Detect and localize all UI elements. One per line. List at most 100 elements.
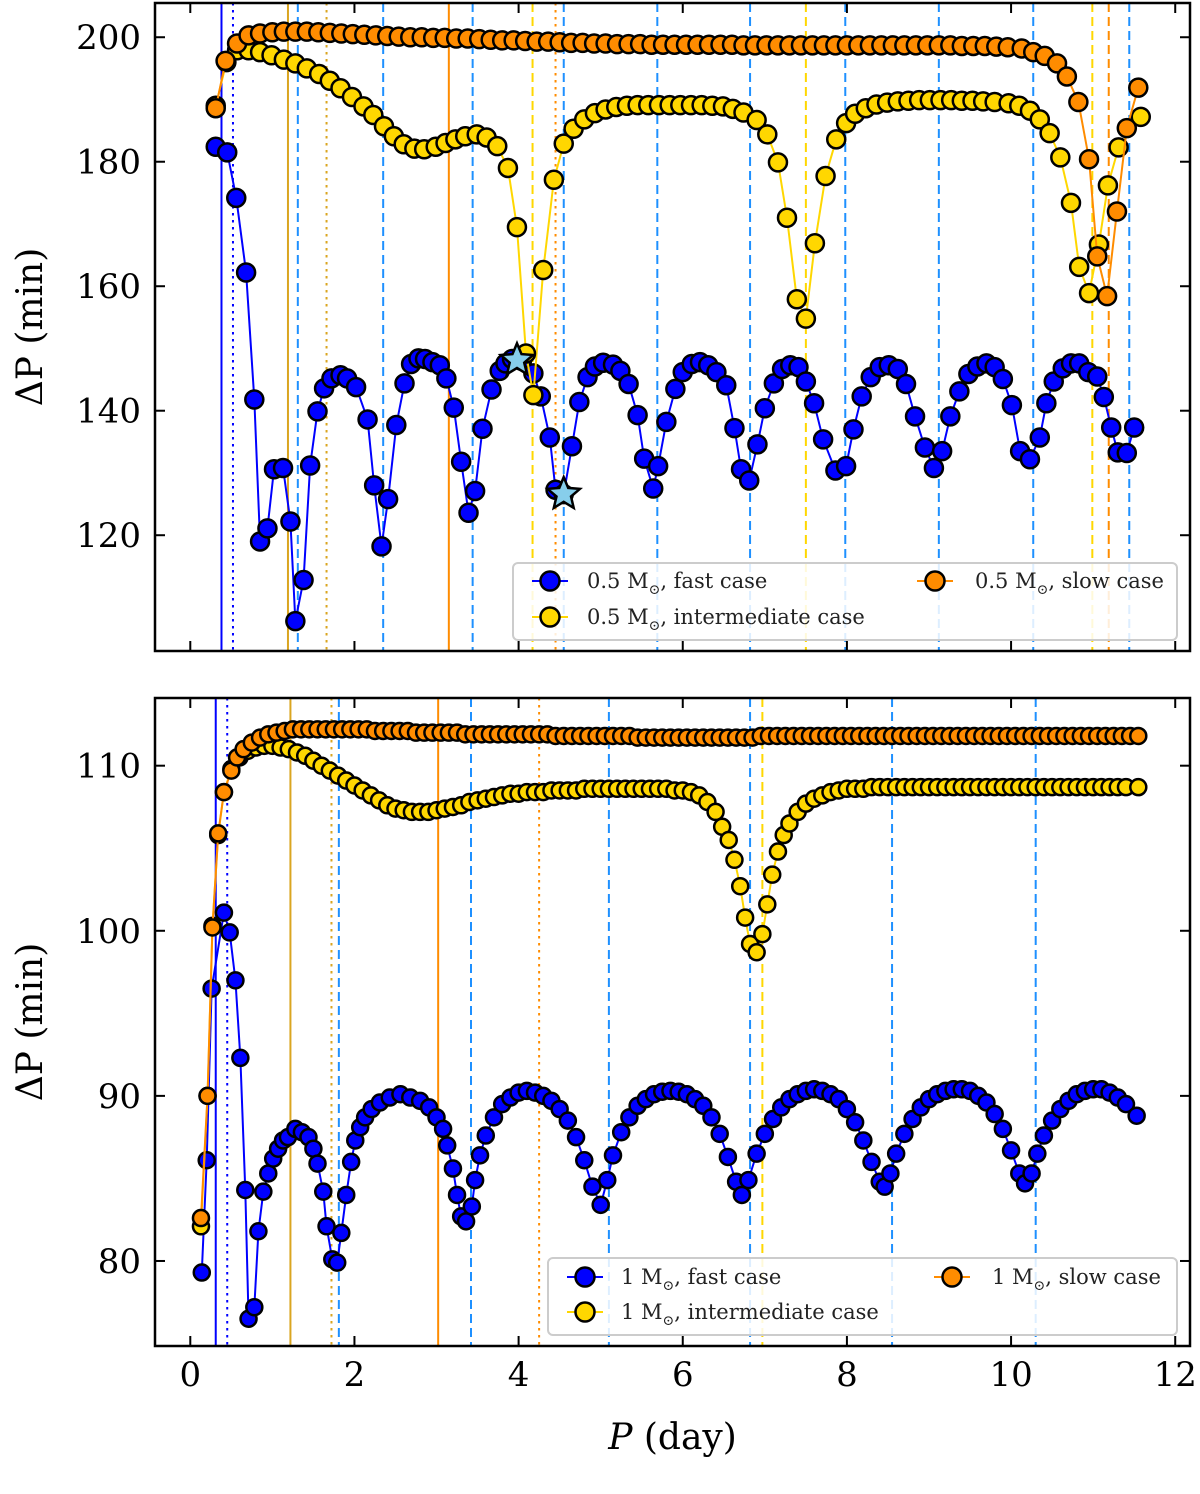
- legend-box: [512, 562, 1178, 641]
- data-point-0-6: [257, 518, 278, 539]
- legend-marker-2: [941, 1266, 963, 1288]
- y-tick-label-2: 160: [76, 267, 141, 307]
- data-point-2-80: [1116, 117, 1138, 139]
- data-point-1-58: [815, 165, 836, 187]
- x-tick-label-2: 4: [508, 1355, 530, 1395]
- data-point-0-109: [1093, 386, 1115, 408]
- legend-marker-0: [539, 570, 561, 592]
- data-point-0-110: [1100, 417, 1122, 438]
- data-point-2-2: [203, 918, 222, 937]
- y-tick-label-1: 140: [76, 392, 141, 432]
- data-point-0-3: [214, 903, 234, 922]
- data-point-2-81: [1128, 77, 1149, 98]
- data-point-1-28: [506, 216, 528, 238]
- data-point-0-8: [272, 457, 294, 479]
- data-point-0-84: [755, 1124, 775, 1144]
- data-point-0-27: [336, 1185, 356, 1205]
- data-point-0-20: [304, 1139, 323, 1158]
- x-tick-label-3: 6: [672, 1355, 694, 1395]
- data-point-1-78: [1029, 109, 1051, 130]
- data-point-0-114: [993, 1119, 1013, 1139]
- data-point-0-2: [226, 187, 247, 209]
- x-tick-label-1: 2: [344, 1355, 366, 1395]
- data-point-0-100: [881, 1164, 900, 1183]
- data-point-1-57: [804, 233, 826, 254]
- data-point-0-1: [197, 1151, 216, 1170]
- series-line-2: [199, 728, 1139, 1219]
- bottom-panel-mass-1: 0 2 4 6 8 10 12 80 90 100 110 P (day) 1 M⊙, fast cas…: [76, 696, 1197, 1458]
- data-point-0-13: [307, 401, 328, 422]
- data-point-0-26: [332, 1223, 351, 1243]
- series-1: [205, 40, 1152, 406]
- data-point-0-30: [436, 368, 457, 389]
- data-point-0-46: [462, 1197, 482, 1216]
- data-point-1-79: [1039, 122, 1060, 144]
- data-point-0-98: [1001, 394, 1023, 416]
- axes-frame: [153, 696, 1192, 1348]
- data-point-0-49: [476, 1126, 496, 1145]
- data-point-0-33: [458, 502, 479, 524]
- data-point-0-100: [1019, 449, 1041, 470]
- data-point-0-4: [220, 923, 239, 942]
- series-0: [192, 903, 1146, 1329]
- data-point-2-77: [1087, 246, 1108, 267]
- data-point-0-22: [314, 1182, 333, 1201]
- data-point-0-4: [244, 389, 265, 410]
- data-point-0-65: [716, 374, 737, 396]
- data-point-0-32: [450, 451, 472, 473]
- data-point-2-76: [1078, 148, 1100, 170]
- data-point-0-9: [245, 1297, 264, 1317]
- x-tick-label-5: 10: [989, 1355, 1032, 1395]
- series-line-2: [214, 30, 1140, 297]
- data-point-2-116: [1129, 726, 1148, 746]
- plot-area: [205, 3, 1152, 651]
- data-point-0-58: [656, 411, 677, 433]
- data-point-0-25: [327, 1253, 347, 1272]
- y-axis-label-bottom: ΔP (min): [10, 943, 51, 1102]
- data-point-0-131: [1127, 1106, 1146, 1125]
- data-point-0-120: [1034, 1126, 1054, 1145]
- data-point-0-101: [1029, 427, 1051, 448]
- data-point-0-0: [192, 1263, 212, 1282]
- data-point-0-12: [259, 1164, 278, 1183]
- y-tick-label-2: 100: [76, 912, 141, 952]
- data-point-0-70: [754, 397, 776, 419]
- series-0: [205, 136, 1145, 632]
- data-point-1-67: [725, 850, 744, 870]
- y-tick-label-3: 110: [76, 747, 141, 787]
- data-point-0-42: [443, 1159, 463, 1178]
- data-point-0-6: [231, 1048, 250, 1068]
- data-point-0-23: [386, 414, 407, 436]
- data-point-0-80: [843, 419, 864, 440]
- data-point-1-71: [747, 942, 766, 962]
- data-point-0-77: [812, 429, 834, 450]
- data-point-0-60: [566, 1127, 586, 1147]
- data-point-1-85: [1097, 175, 1119, 196]
- data-point-0-11: [293, 569, 314, 591]
- legend-marker-1: [574, 1301, 596, 1323]
- data-point-0-118: [1022, 1164, 1041, 1183]
- data-point-2-1: [198, 1086, 217, 1106]
- data-point-1-54: [776, 207, 798, 229]
- data-point-0-91: [940, 406, 961, 427]
- data-point-0-19: [357, 409, 378, 430]
- data-point-1-66: [719, 830, 738, 850]
- data-point-0-87: [904, 406, 926, 427]
- data-point-0-94: [837, 1099, 857, 1119]
- data-point-0-20: [363, 475, 385, 496]
- data-point-0-83: [747, 1144, 766, 1163]
- data-point-0-24: [394, 373, 415, 394]
- data-point-1-119: [1129, 777, 1148, 797]
- data-point-0-62: [583, 1177, 602, 1196]
- data-point-2-0: [205, 97, 226, 119]
- y-tick-label-1: 90: [98, 1077, 141, 1117]
- legend-marker-2: [924, 570, 946, 592]
- data-point-0-96: [854, 1131, 873, 1150]
- data-point-1-73: [758, 895, 777, 914]
- data-point-0-113: [1123, 417, 1145, 438]
- data-point-0-66: [611, 1122, 631, 1142]
- data-point-0-5: [226, 971, 245, 990]
- data-point-0-23: [317, 1217, 336, 1236]
- y-tick-label-4: 200: [76, 18, 141, 58]
